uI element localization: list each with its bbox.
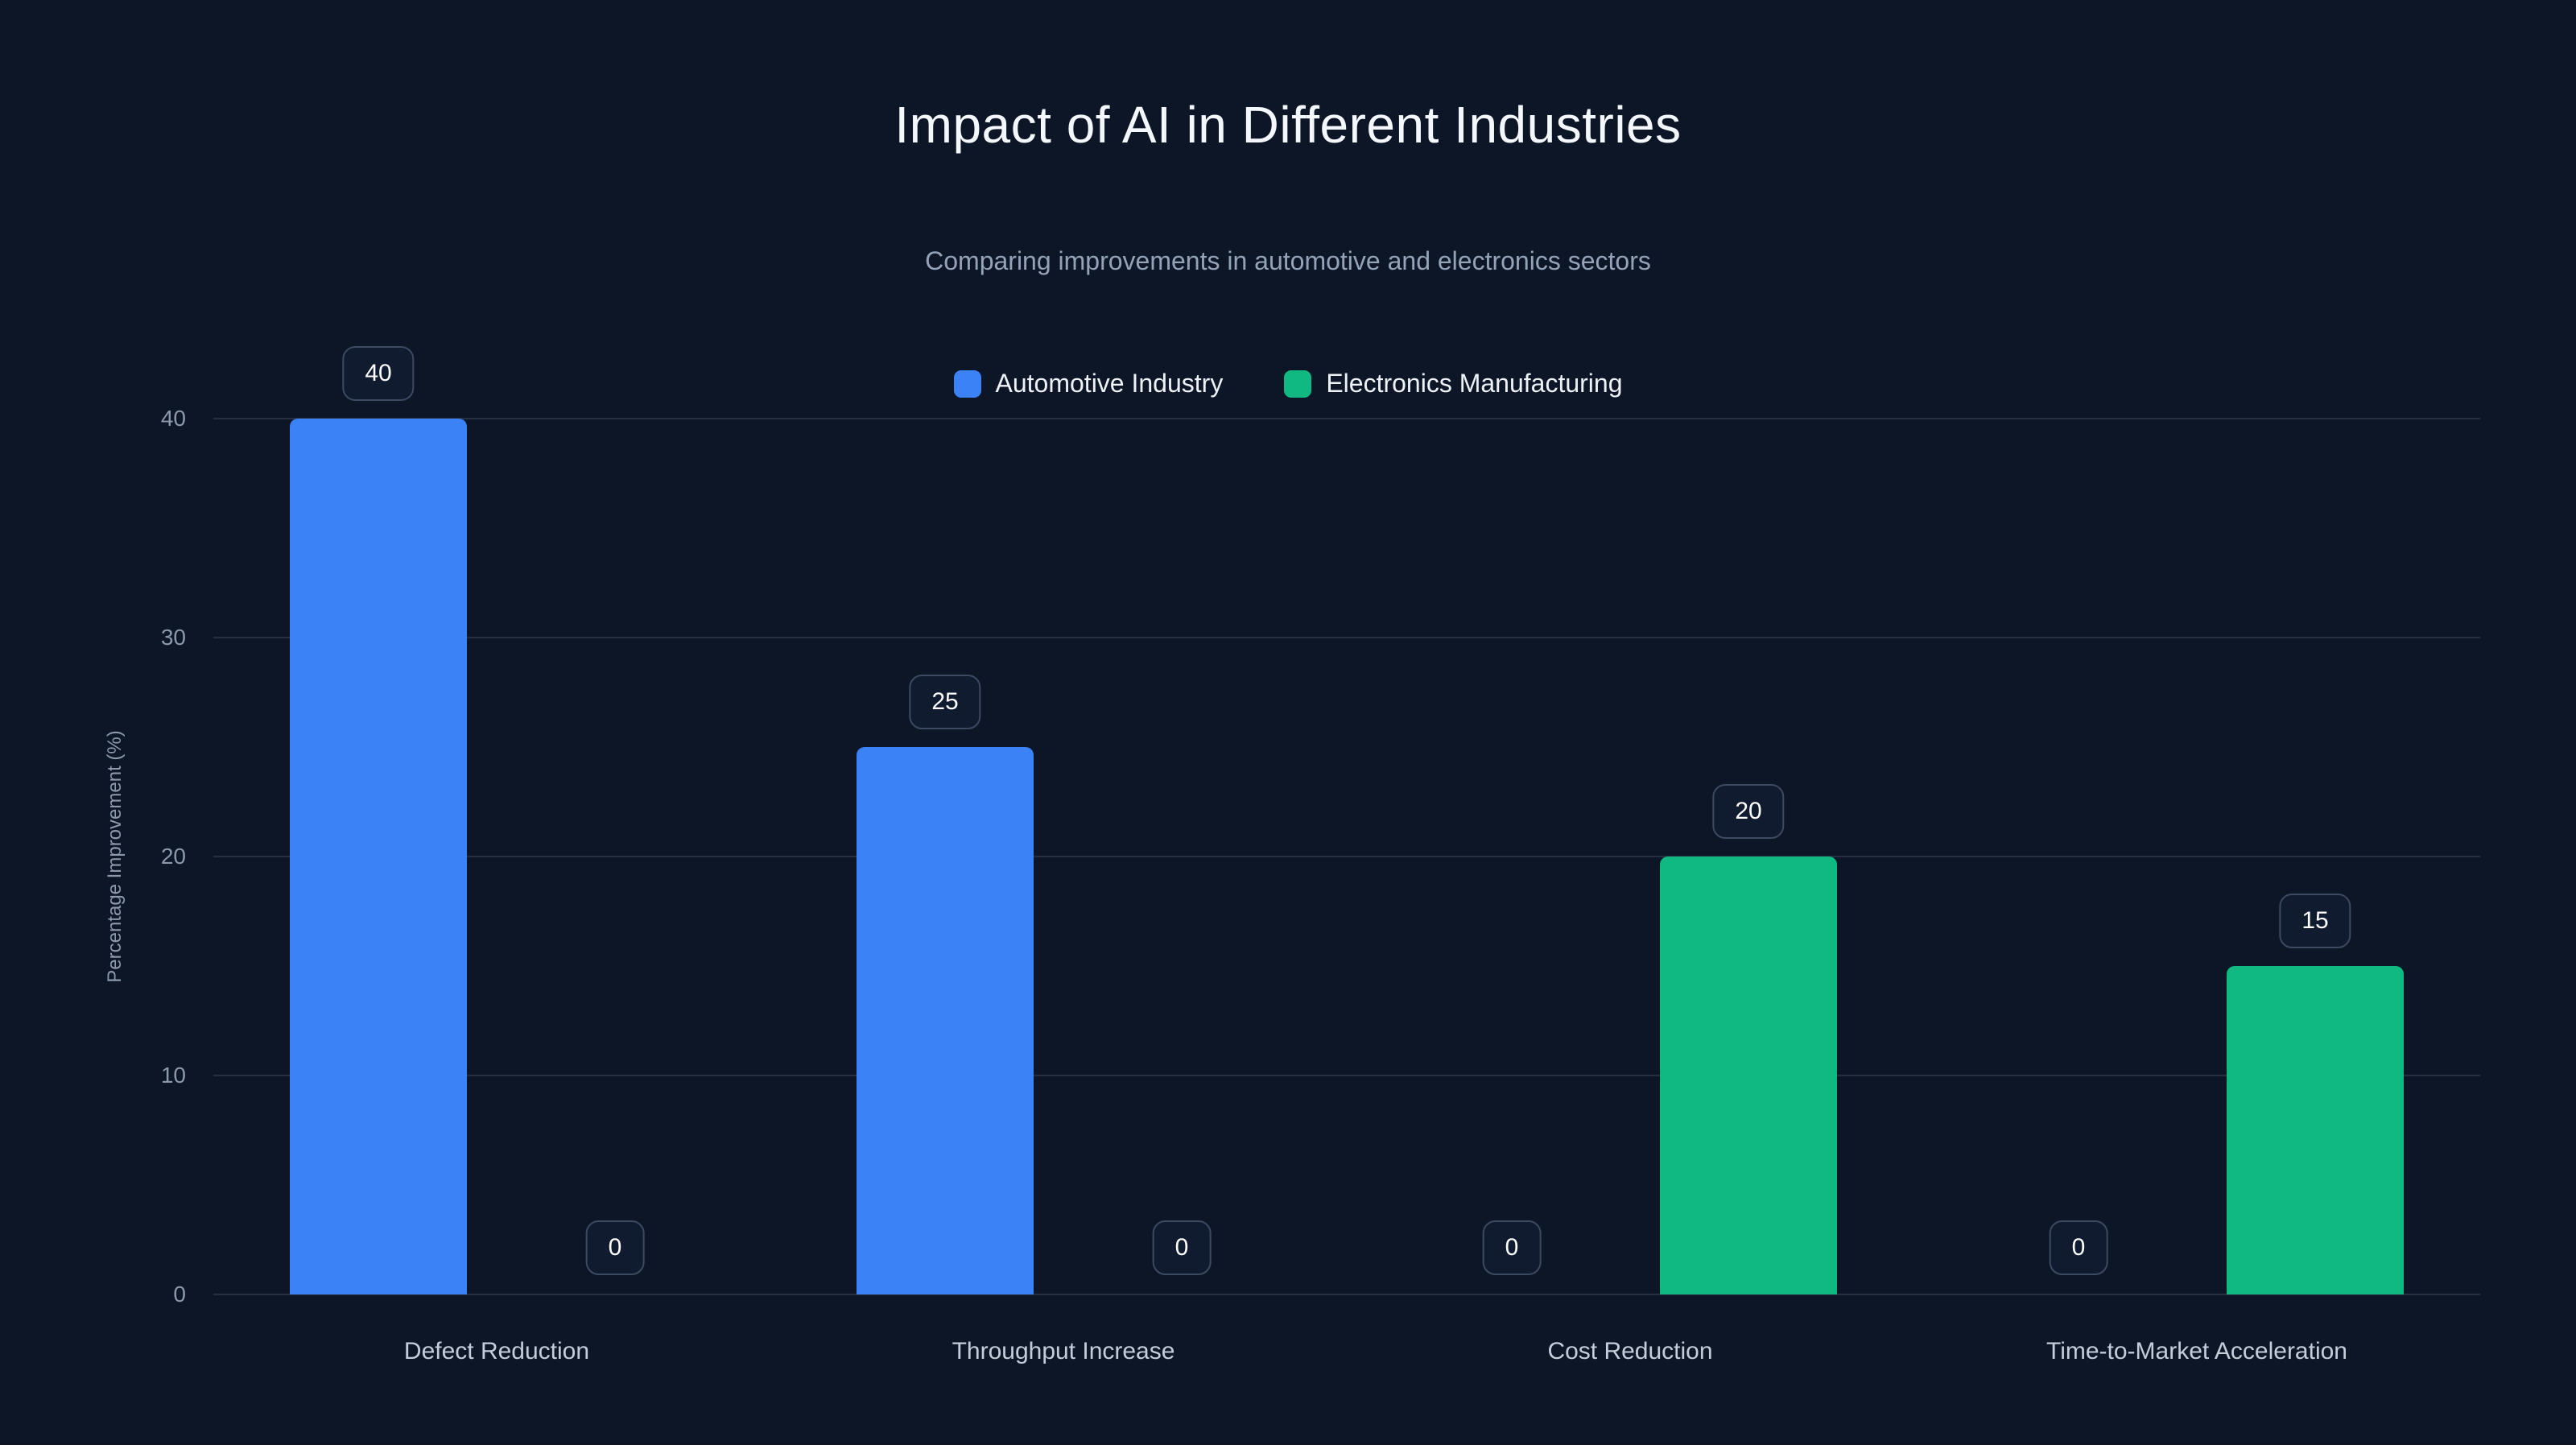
plot-area: Percentage Improvement (%) 0 10 20 30 40 Defe… — [104, 346, 2480, 1364]
bar-electronics-manufacturing-time-to-market-acceleration — [2227, 966, 2404, 1294]
chart-title: Impact of AI in Different Industries — [894, 96, 1682, 154]
bar-electronics-manufacturing-cost-reduction — [1660, 857, 1837, 1294]
gridline-0 — [213, 1294, 2480, 1295]
value-badge-automotive-industry-time-to-market-acceleration: 0 — [2049, 1220, 2108, 1275]
chart-subtitle: Comparing improvements in automotive and… — [925, 246, 1651, 275]
x-category-label-defect-reduction: Defect Reduction — [403, 1338, 590, 1364]
legend-label-automotive: Automotive Industry — [995, 369, 1224, 398]
legend-item-electronics-manufacturing[interactable]: Electronics Manufacturing — [1284, 369, 1622, 398]
value-badge-automotive-industry-defect-reduction: 40 — [342, 346, 415, 401]
value-badge-electronics-manufacturing-defect-reduction: 0 — [585, 1220, 645, 1275]
page-bottom-edge — [0, 1445, 2576, 1449]
x-category-label-throughput-increase: Throughput Increase — [952, 1338, 1175, 1364]
y-tick-label-40: 40 — [160, 406, 186, 431]
gridline-30 — [213, 637, 2480, 638]
value-badge-automotive-industry-throughput-increase: 25 — [909, 675, 981, 729]
legend-item-automotive-industry[interactable]: Automotive Industry — [953, 369, 1224, 398]
y-tick-label-30: 30 — [160, 625, 186, 650]
y-tick-label-20: 20 — [160, 844, 186, 869]
legend-swatch-electronics-icon — [1284, 369, 1312, 398]
value-badge-electronics-manufacturing-cost-reduction: 20 — [1712, 784, 1785, 839]
x-category-label-time-to-market-acceleration: Time-to-Market Acceleration — [2046, 1338, 2347, 1364]
gridline-20 — [213, 856, 2480, 857]
bar-automotive-industry-throughput-increase — [857, 747, 1034, 1294]
legend-swatch-automotive-icon — [953, 369, 981, 398]
y-tick-label-0: 0 — [173, 1282, 186, 1307]
legend-label-electronics: Electronics Manufacturing — [1326, 369, 1623, 398]
bar-automotive-industry-defect-reduction — [290, 419, 467, 1294]
x-category-label-cost-reduction: Cost Reduction — [1547, 1338, 1713, 1364]
value-badge-electronics-manufacturing-throughput-increase: 0 — [1152, 1220, 1212, 1275]
value-badge-electronics-manufacturing-time-to-market-acceleration: 15 — [2279, 894, 2351, 948]
gridline-10 — [213, 1075, 2480, 1076]
y-tick-label-10: 10 — [160, 1063, 186, 1088]
legend: Automotive Industry Electronics Manufact… — [0, 369, 2576, 398]
gridline-40 — [213, 418, 2480, 419]
value-badge-automotive-industry-cost-reduction: 0 — [1482, 1220, 1542, 1275]
